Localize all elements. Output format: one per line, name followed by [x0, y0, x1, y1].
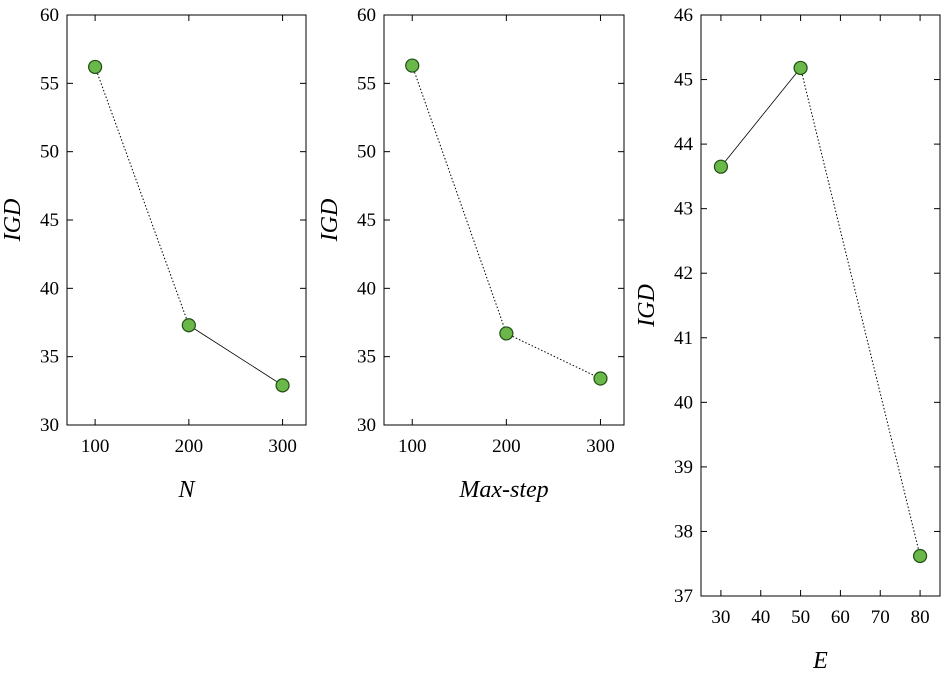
panel-max-step: 30 35 40 45 50 55 60 100 200 300 Max-step IGD [317, 5, 625, 503]
n-xtick-label: 200 [175, 436, 204, 457]
max-step-series-segment [506, 332, 601, 379]
e-ytick-label: 38 [674, 521, 693, 542]
e-series-segment [720, 67, 801, 167]
e-ytick-label: 46 [674, 5, 693, 26]
panel-n: 30 35 40 45 50 55 60 100 200 300 N IGD [0, 5, 307, 503]
n-xtick-label: 300 [268, 436, 297, 457]
n-y-axis-title: IGD [0, 199, 26, 243]
e-ytick-label: 44 [674, 134, 694, 155]
max-step-plot-frame [383, 14, 625, 426]
n-ytick-label: 45 [40, 210, 59, 231]
e-xtick-label: 70 [871, 607, 890, 628]
max-step-xtick-label: 100 [398, 436, 427, 457]
e-plot-frame [700, 14, 941, 597]
n-ytick-label: 35 [40, 347, 59, 368]
max-step-data-point [499, 326, 514, 341]
e-xtick-label: 80 [911, 607, 930, 628]
max-step-ytick-label: 40 [357, 278, 376, 299]
n-ytick-label: 40 [40, 278, 59, 299]
e-ytick-label: 39 [674, 457, 693, 478]
e-xtick-label: 50 [791, 607, 810, 628]
n-series-segment [188, 324, 283, 386]
e-x-axis-title: E [812, 648, 828, 674]
n-xtick-label: 100 [81, 436, 110, 457]
e-data-point [713, 159, 729, 174]
max-step-xtick-label: 300 [586, 436, 615, 457]
e-data-point [912, 548, 928, 564]
e-ytick-label: 45 [674, 70, 693, 91]
max-step-ytick-label: 45 [357, 210, 376, 231]
n-ytick-label: 30 [40, 415, 59, 436]
max-step-y-axis-title: IGD [317, 199, 343, 243]
e-series-segment [800, 67, 921, 557]
e-xtick-label: 40 [751, 607, 770, 628]
max-step-data-point [593, 371, 608, 386]
e-ytick-label: 42 [674, 263, 693, 284]
e-data-point [793, 60, 808, 76]
max-step-series-segment [411, 65, 507, 334]
max-step-ytick-label: 30 [357, 415, 376, 436]
max-step-ytick-label: 55 [357, 73, 376, 94]
max-step-xtick-label: 200 [492, 436, 521, 457]
panel-e: 37 38 39 40 41 42 43 44 45 46 30 40 50 60 70 80 E IGD [634, 5, 941, 674]
n-data-point [88, 59, 103, 75]
n-ytick-label: 55 [40, 73, 59, 94]
max-step-ytick-label: 50 [357, 142, 376, 163]
n-series-segment [94, 66, 190, 326]
n-x-axis-title: N [177, 477, 196, 503]
max-step-ytick-label: 60 [357, 5, 376, 26]
e-ytick-label: 43 [674, 199, 693, 220]
n-data-point [275, 378, 290, 393]
e-y-axis-title: IGD [634, 284, 660, 328]
max-step-data-point [405, 58, 420, 73]
max-step-x-axis-title: Max-step [458, 477, 548, 503]
e-ytick-label: 40 [674, 392, 693, 413]
e-xtick-label: 60 [831, 607, 850, 628]
n-ytick-label: 50 [40, 142, 59, 163]
e-xtick-label: 30 [711, 607, 730, 628]
e-ytick-label: 41 [674, 328, 693, 349]
max-step-ytick-label: 35 [357, 347, 376, 368]
n-data-point [181, 318, 196, 333]
e-ytick-label: 37 [674, 586, 693, 607]
n-ytick-label: 60 [40, 5, 59, 26]
n-plot-frame [66, 14, 307, 426]
